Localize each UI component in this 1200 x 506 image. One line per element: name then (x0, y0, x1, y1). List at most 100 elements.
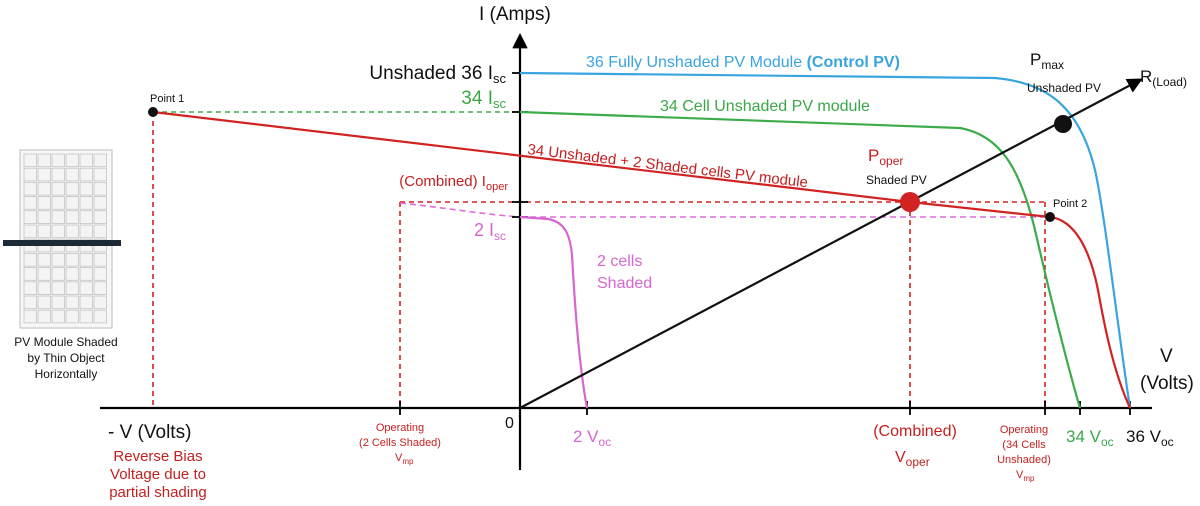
curve-36-unshaded (519, 71, 1132, 409)
pv-cell (51, 210, 65, 224)
pv-cell (51, 153, 65, 168)
label-vop34-line3: Unshaded) (997, 454, 1051, 466)
label-vop2-line2: (2 Cells Shaded) (359, 437, 441, 449)
label-pmax: Pmax (1030, 50, 1064, 72)
pv-cell (79, 153, 93, 168)
pv-cell (23, 181, 37, 196)
x-axis-label-negative: - V (Volts) (108, 422, 191, 443)
pv-cell (23, 224, 37, 239)
origin-label: 0 (505, 415, 514, 432)
point2-dot (1045, 212, 1055, 222)
label-isc36: Unshaded 36 Isc (369, 63, 506, 86)
pv-cell (51, 252, 65, 267)
pv-cell (79, 167, 93, 182)
pv-cell (93, 181, 107, 196)
pv-cell (93, 167, 107, 182)
pv-cell (37, 167, 51, 182)
label-curve-34: 34 Cell Unshaded PV module (660, 98, 870, 115)
pv-cell (23, 295, 37, 310)
label-vop2-line1: Operating (376, 422, 424, 434)
pv-cell (93, 267, 107, 281)
x-axis-label-v: V (1160, 346, 1173, 367)
pv-cell (65, 153, 79, 168)
pv-cell (23, 281, 37, 295)
pv-cell (51, 167, 65, 182)
label-point1: Point 1 (150, 93, 184, 105)
pv-cell (79, 309, 93, 324)
label-vop34-line4: Vmp (1016, 469, 1035, 483)
label-vop2-line3: Vmp (395, 452, 414, 466)
pv-cell (93, 153, 107, 168)
pv-cell (51, 196, 65, 210)
pv-cell (23, 267, 37, 281)
label-voc2: 2 Voc (573, 427, 611, 449)
label-rload: R(Load) (1140, 67, 1187, 89)
pv-cell (51, 181, 65, 196)
pv-cell (93, 224, 107, 239)
label-curve-36: 36 Fully Unshaded PV Module (Control PV) (586, 54, 900, 71)
pv-cell (37, 224, 51, 239)
pv-cell (65, 196, 79, 210)
pv-cell (37, 153, 51, 168)
pv-cell (65, 252, 79, 267)
pv-cell (79, 267, 93, 281)
pv-cell (51, 224, 65, 239)
curve-34-unshaded (519, 110, 1082, 409)
label-voc36: 36 Voc (1126, 427, 1174, 449)
module-caption-line2: by Thin Object (27, 351, 105, 365)
pv-cell (65, 281, 79, 295)
shading-bar (3, 240, 121, 246)
pv-cell (37, 210, 51, 224)
pv-cell (79, 196, 93, 210)
pv-cell (65, 295, 79, 310)
label-shaded-line2: Shaded (597, 275, 652, 292)
pv-cell (65, 210, 79, 224)
pv-cell (23, 196, 37, 210)
label-voc34: 34 Voc (1066, 427, 1114, 449)
pv-cell (79, 224, 93, 239)
label-reverse-line1: Reverse Bias (113, 448, 202, 465)
label-vop34-line1: Operating (1000, 424, 1048, 436)
pv-cell (51, 295, 65, 310)
pv-cell (93, 252, 107, 267)
pv-cell (37, 281, 51, 295)
pv-cell (51, 309, 65, 324)
pv-cell (93, 210, 107, 224)
label-point2: Point 2 (1053, 198, 1087, 210)
label-voper-line1: (Combined) (873, 423, 957, 440)
poper-dot (900, 192, 920, 212)
pv-cell (23, 252, 37, 267)
pmax-dot (1054, 115, 1072, 133)
pv-cell (93, 295, 107, 310)
pv-cell (93, 281, 107, 295)
pv-cell (79, 295, 93, 310)
pv-cell (23, 153, 37, 168)
pv-cell (23, 309, 37, 324)
label-vop34-line2: (34 Cells (1002, 439, 1046, 451)
pv-cell (51, 267, 65, 281)
shaded-negative-dash (399, 202, 521, 218)
pv-module-icon (3, 149, 121, 329)
label-reverse-line3: partial shading (109, 484, 207, 501)
pv-cell (37, 252, 51, 267)
curve-2-shaded (519, 215, 589, 409)
label-voper-line2: Voper (895, 449, 930, 469)
label-ioper: (Combined) Ioper (399, 173, 508, 193)
pv-cell (79, 252, 93, 267)
pv-cell (37, 267, 51, 281)
label-curve-combined: 34 Unshaded + 2 Shaded cells PV module (527, 141, 809, 191)
pv-cell (65, 309, 79, 324)
label-pmax-note: Unshaded PV (1027, 81, 1101, 95)
pv-cell (65, 167, 79, 182)
pv-cell (65, 267, 79, 281)
pv-cell (93, 309, 107, 324)
module-caption-line3: Horizontally (35, 367, 98, 381)
point1-dot (148, 107, 158, 117)
pv-cell (79, 210, 93, 224)
pv-cell (51, 281, 65, 295)
pv-cell (37, 295, 51, 310)
pv-cell (23, 210, 37, 224)
label-shaded-line1: 2 cells (597, 253, 642, 270)
pv-cell (93, 196, 107, 210)
